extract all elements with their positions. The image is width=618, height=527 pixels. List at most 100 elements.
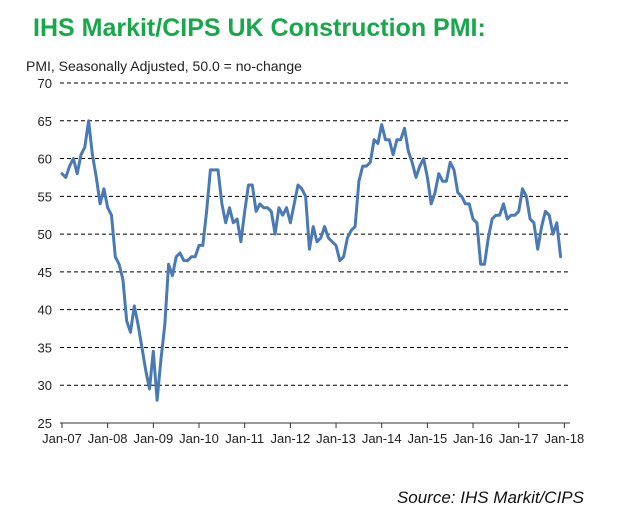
- data-point: [122, 278, 124, 281]
- data-point: [320, 237, 322, 239]
- data-point: [217, 169, 219, 171]
- data-point: [419, 165, 421, 167]
- x-tick-label: Jan-07: [42, 431, 82, 446]
- data-point: [491, 218, 493, 220]
- data-point: [430, 203, 433, 205]
- data-point: [514, 214, 516, 216]
- data-point: [453, 169, 455, 171]
- data-point: [183, 259, 185, 262]
- y-tick-label: 55: [38, 189, 52, 204]
- data-point: [327, 237, 330, 239]
- data-point: [350, 229, 353, 232]
- data-point: [316, 240, 318, 243]
- data-point: [449, 161, 452, 164]
- data-point: [164, 324, 166, 326]
- data-point: [354, 225, 356, 228]
- data-point: [468, 203, 471, 205]
- data-point: [335, 244, 337, 247]
- data-point: [106, 206, 109, 209]
- data-point: [384, 138, 387, 141]
- data-point: [152, 350, 155, 353]
- data-point: [358, 180, 360, 182]
- y-tick-label: 60: [38, 152, 52, 167]
- x-tick-label: Jan-10: [179, 431, 219, 446]
- pmi-series-line: [60, 119, 563, 402]
- data-point: [346, 237, 349, 239]
- x-tick-label: Jan-18: [545, 431, 585, 446]
- y-tick-label: 35: [38, 340, 52, 355]
- data-point: [221, 203, 223, 205]
- data-point: [293, 203, 296, 205]
- data-point: [308, 248, 311, 250]
- data-point: [422, 157, 425, 160]
- data-point: [80, 154, 82, 156]
- data-point: [179, 252, 181, 254]
- y-tick-label: 65: [38, 114, 52, 129]
- data-point: [331, 240, 334, 243]
- data-point: [403, 127, 406, 130]
- data-point: [262, 206, 265, 209]
- data-point: [529, 218, 531, 220]
- data-point: [118, 263, 120, 266]
- data-point: [171, 274, 174, 277]
- data-point: [339, 259, 341, 262]
- data-point: [304, 195, 307, 198]
- data-point: [186, 259, 189, 262]
- data-point: [373, 138, 375, 141]
- y-tick-label: 25: [38, 416, 52, 431]
- data-point: [483, 263, 486, 266]
- data-point: [110, 214, 113, 216]
- data-point: [548, 214, 550, 216]
- data-point: [141, 346, 143, 349]
- data-point: [407, 150, 410, 152]
- data-point: [68, 165, 71, 167]
- data-point: [274, 233, 276, 235]
- data-point: [278, 206, 280, 209]
- source-note: Source: IHS Markit/CIPS: [396, 488, 584, 507]
- data-point: [213, 169, 215, 171]
- data-point: [84, 146, 86, 148]
- data-point: [202, 244, 204, 247]
- data-point: [559, 255, 562, 258]
- data-point: [506, 218, 509, 220]
- data-point: [251, 184, 254, 186]
- data-point: [377, 142, 379, 145]
- data-point: [525, 195, 528, 198]
- data-point: [137, 324, 139, 326]
- data-point: [228, 206, 231, 209]
- data-point: [76, 172, 78, 175]
- data-point: [240, 240, 242, 243]
- data-point: [148, 388, 151, 390]
- y-tick-label: 50: [38, 227, 52, 242]
- data-point: [160, 358, 162, 360]
- data-point: [289, 222, 292, 224]
- data-point: [441, 180, 444, 182]
- data-point: [297, 184, 299, 186]
- data-point: [552, 233, 554, 235]
- x-tick-label: Jan-15: [407, 431, 447, 446]
- data-point: [247, 184, 250, 186]
- x-tick-label: Jan-09: [133, 431, 173, 446]
- data-point: [125, 320, 128, 322]
- x-tick-label: Jan-11: [225, 431, 264, 446]
- x-tick-label: Jan-13: [316, 431, 356, 446]
- chart-title: IHS Markit/CIPS UK Construction PMI:: [33, 14, 486, 42]
- y-tick-label: 30: [38, 378, 52, 393]
- data-point: [411, 161, 413, 164]
- data-point: [476, 222, 478, 224]
- data-point: [521, 188, 524, 190]
- y-tick-label: 40: [38, 303, 52, 318]
- data-point: [342, 255, 345, 258]
- data-point: [259, 203, 261, 205]
- data-point: [540, 225, 543, 228]
- data-point: [361, 165, 364, 167]
- data-point: [380, 123, 383, 126]
- data-point: [167, 263, 170, 266]
- data-point: [510, 214, 512, 216]
- data-point: [415, 176, 417, 179]
- data-point: [502, 203, 505, 205]
- x-tick-label: Jan-16: [453, 431, 493, 446]
- data-point: [129, 331, 132, 334]
- data-point: [365, 165, 368, 167]
